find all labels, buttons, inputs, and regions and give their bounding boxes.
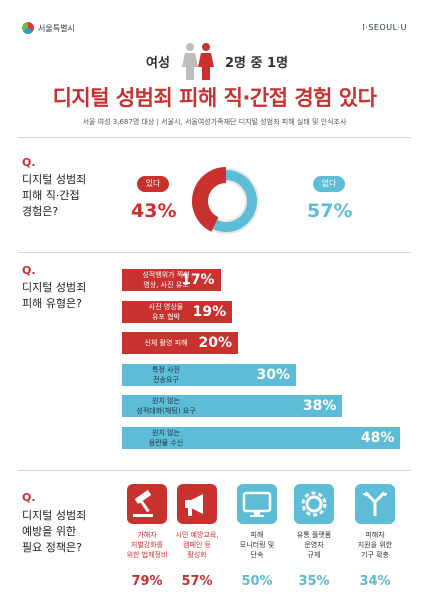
policy-icon-box <box>237 484 277 524</box>
bar <box>122 300 233 323</box>
policy-label-line: 피해자 <box>365 531 385 539</box>
bar-category-line: 성적대화(채팅) 요구 <box>136 407 196 415</box>
arrows-icon <box>363 491 387 516</box>
yes-badge: 있다 <box>137 176 169 192</box>
bar <box>122 395 343 417</box>
bar-category-line: 음란물 수신 <box>148 438 184 447</box>
bar-value-label: 30% <box>256 366 290 383</box>
policy-label-line: 단속 <box>250 551 264 559</box>
q1-question: 디지털 성범죄 피해 직·간접 경험은? <box>22 172 86 220</box>
seoul-logo-text: 서울특별시 <box>38 23 75 33</box>
seoul-logo: 서울특별시 <box>22 22 75 34</box>
bar-value-label: 20% <box>198 335 232 351</box>
gear-icon <box>301 491 327 517</box>
policy-icon-box <box>294 484 334 524</box>
bar-category-line: 성적행위가 찍힌 <box>142 271 190 279</box>
bar-category-line: 특정 사진 <box>152 365 180 374</box>
policy-label-line: 기구 확충 <box>361 551 389 559</box>
divider <box>18 470 411 471</box>
bar <box>122 363 296 386</box>
bar-category-label: 원치 않는 음란물 수신 <box>124 428 208 448</box>
bar-category-label: 사진 영상물 유포 협박 <box>124 302 208 322</box>
q1-line: 디지털 성범죄 <box>22 173 87 186</box>
bar-category-line: 신체 촬영 피해 <box>144 339 188 347</box>
policy-label-line: 지원을 위한 <box>357 541 393 549</box>
monitor-icon <box>242 491 272 517</box>
seoul-logo-icon <box>22 22 34 34</box>
source-note: 서울 여성 3,687명 대상 | 서울시, 서울여성가족재단 디지털 성범죄 … <box>82 118 347 126</box>
no-percent: 57% <box>307 200 353 222</box>
bar-value-label: 17% <box>181 272 215 288</box>
policy-value-label: 34% <box>359 574 391 589</box>
megaphone-icon <box>185 494 203 516</box>
bar-category-line: 전송요구 <box>153 375 179 384</box>
donut-slice <box>212 170 257 232</box>
yes-percent: 43% <box>131 200 177 222</box>
policy-label-line: 위한 법제정비 <box>126 551 168 559</box>
policy-label-line: 모니터링 및 <box>239 541 275 549</box>
donut-chart <box>192 167 259 234</box>
q1-line: 피해 직·간접 <box>22 189 80 202</box>
bar-category-label: 신체 촬영 피해 <box>124 338 208 348</box>
policy-label-line: 시민 예방교육, <box>175 531 219 539</box>
policy-value-label: 57% <box>181 574 213 589</box>
q2-mark: Q. <box>22 264 36 277</box>
brand-slogan: I·SEOUL·U <box>362 23 407 32</box>
q1-mark: Q. <box>22 156 36 169</box>
policy-value-label: 50% <box>241 574 273 589</box>
policy-label-line: 피해 <box>250 531 264 539</box>
q3-line: 디지털 성범죄 <box>22 509 87 522</box>
bar-category-line: 원치 않는 <box>152 428 180 437</box>
bar-category-line: 사진 영상물 <box>148 302 184 311</box>
q2-line: 디지털 성범죄 <box>22 281 87 294</box>
policy-icon-box <box>177 484 217 524</box>
policy-icon-box <box>355 484 395 524</box>
policy-value-label: 79% <box>131 574 163 589</box>
bar-category-line: 유포 협박 <box>152 312 180 321</box>
women-icon <box>182 43 214 80</box>
policy-value-label: 35% <box>298 574 330 589</box>
page-title: 디지털 성범죄 피해 직·간접 경험 있다 <box>52 86 377 110</box>
q3-mark: Q. <box>22 491 36 504</box>
policy-label-line: 유통 플랫폼 <box>296 531 332 539</box>
bar-value-label: 38% <box>302 398 337 414</box>
subtitle-right: 2명 중 1명 <box>225 56 289 71</box>
divider <box>18 252 411 253</box>
bar <box>122 426 401 449</box>
q3-line: 필요 정책은? <box>22 541 82 554</box>
q3-question: 디지털 성범죄 예방을 위한 필요 정책은? <box>22 508 86 556</box>
donut-slice <box>192 167 227 232</box>
bar <box>122 332 238 354</box>
bar <box>122 269 221 291</box>
subtitle-left: 여성 <box>146 56 170 71</box>
policy-icon-box <box>127 484 167 524</box>
gavel-icon <box>133 490 153 517</box>
q1-line: 경험은? <box>22 205 59 218</box>
bar-value-label: 48% <box>360 429 395 446</box>
q3-line: 예방을 위한 <box>22 525 77 538</box>
no-badge: 없다 <box>313 176 345 192</box>
policy-label-line: 캠페인 등 <box>183 541 211 549</box>
q2-question: 디지털 성범죄 피해 유형은? <box>22 280 86 312</box>
bar-category-line: 원치 않는 <box>152 397 180 405</box>
bar-category-line: 영상, 사진 유포 <box>143 281 189 289</box>
q2-line: 피해 유형은? <box>22 297 82 310</box>
policy-label-line: 규제 <box>307 551 321 559</box>
bar-value-label: 19% <box>192 303 227 320</box>
divider <box>18 137 411 138</box>
policy-label-line: 운영자 <box>304 541 324 549</box>
policy-label-line: 활성화 <box>187 551 207 559</box>
policy-label-line: 처벌강화를 <box>130 541 164 549</box>
policy-label-line: 가해자 <box>137 531 157 539</box>
bar-category-label: 특정 사진 전송요구 <box>124 365 208 385</box>
